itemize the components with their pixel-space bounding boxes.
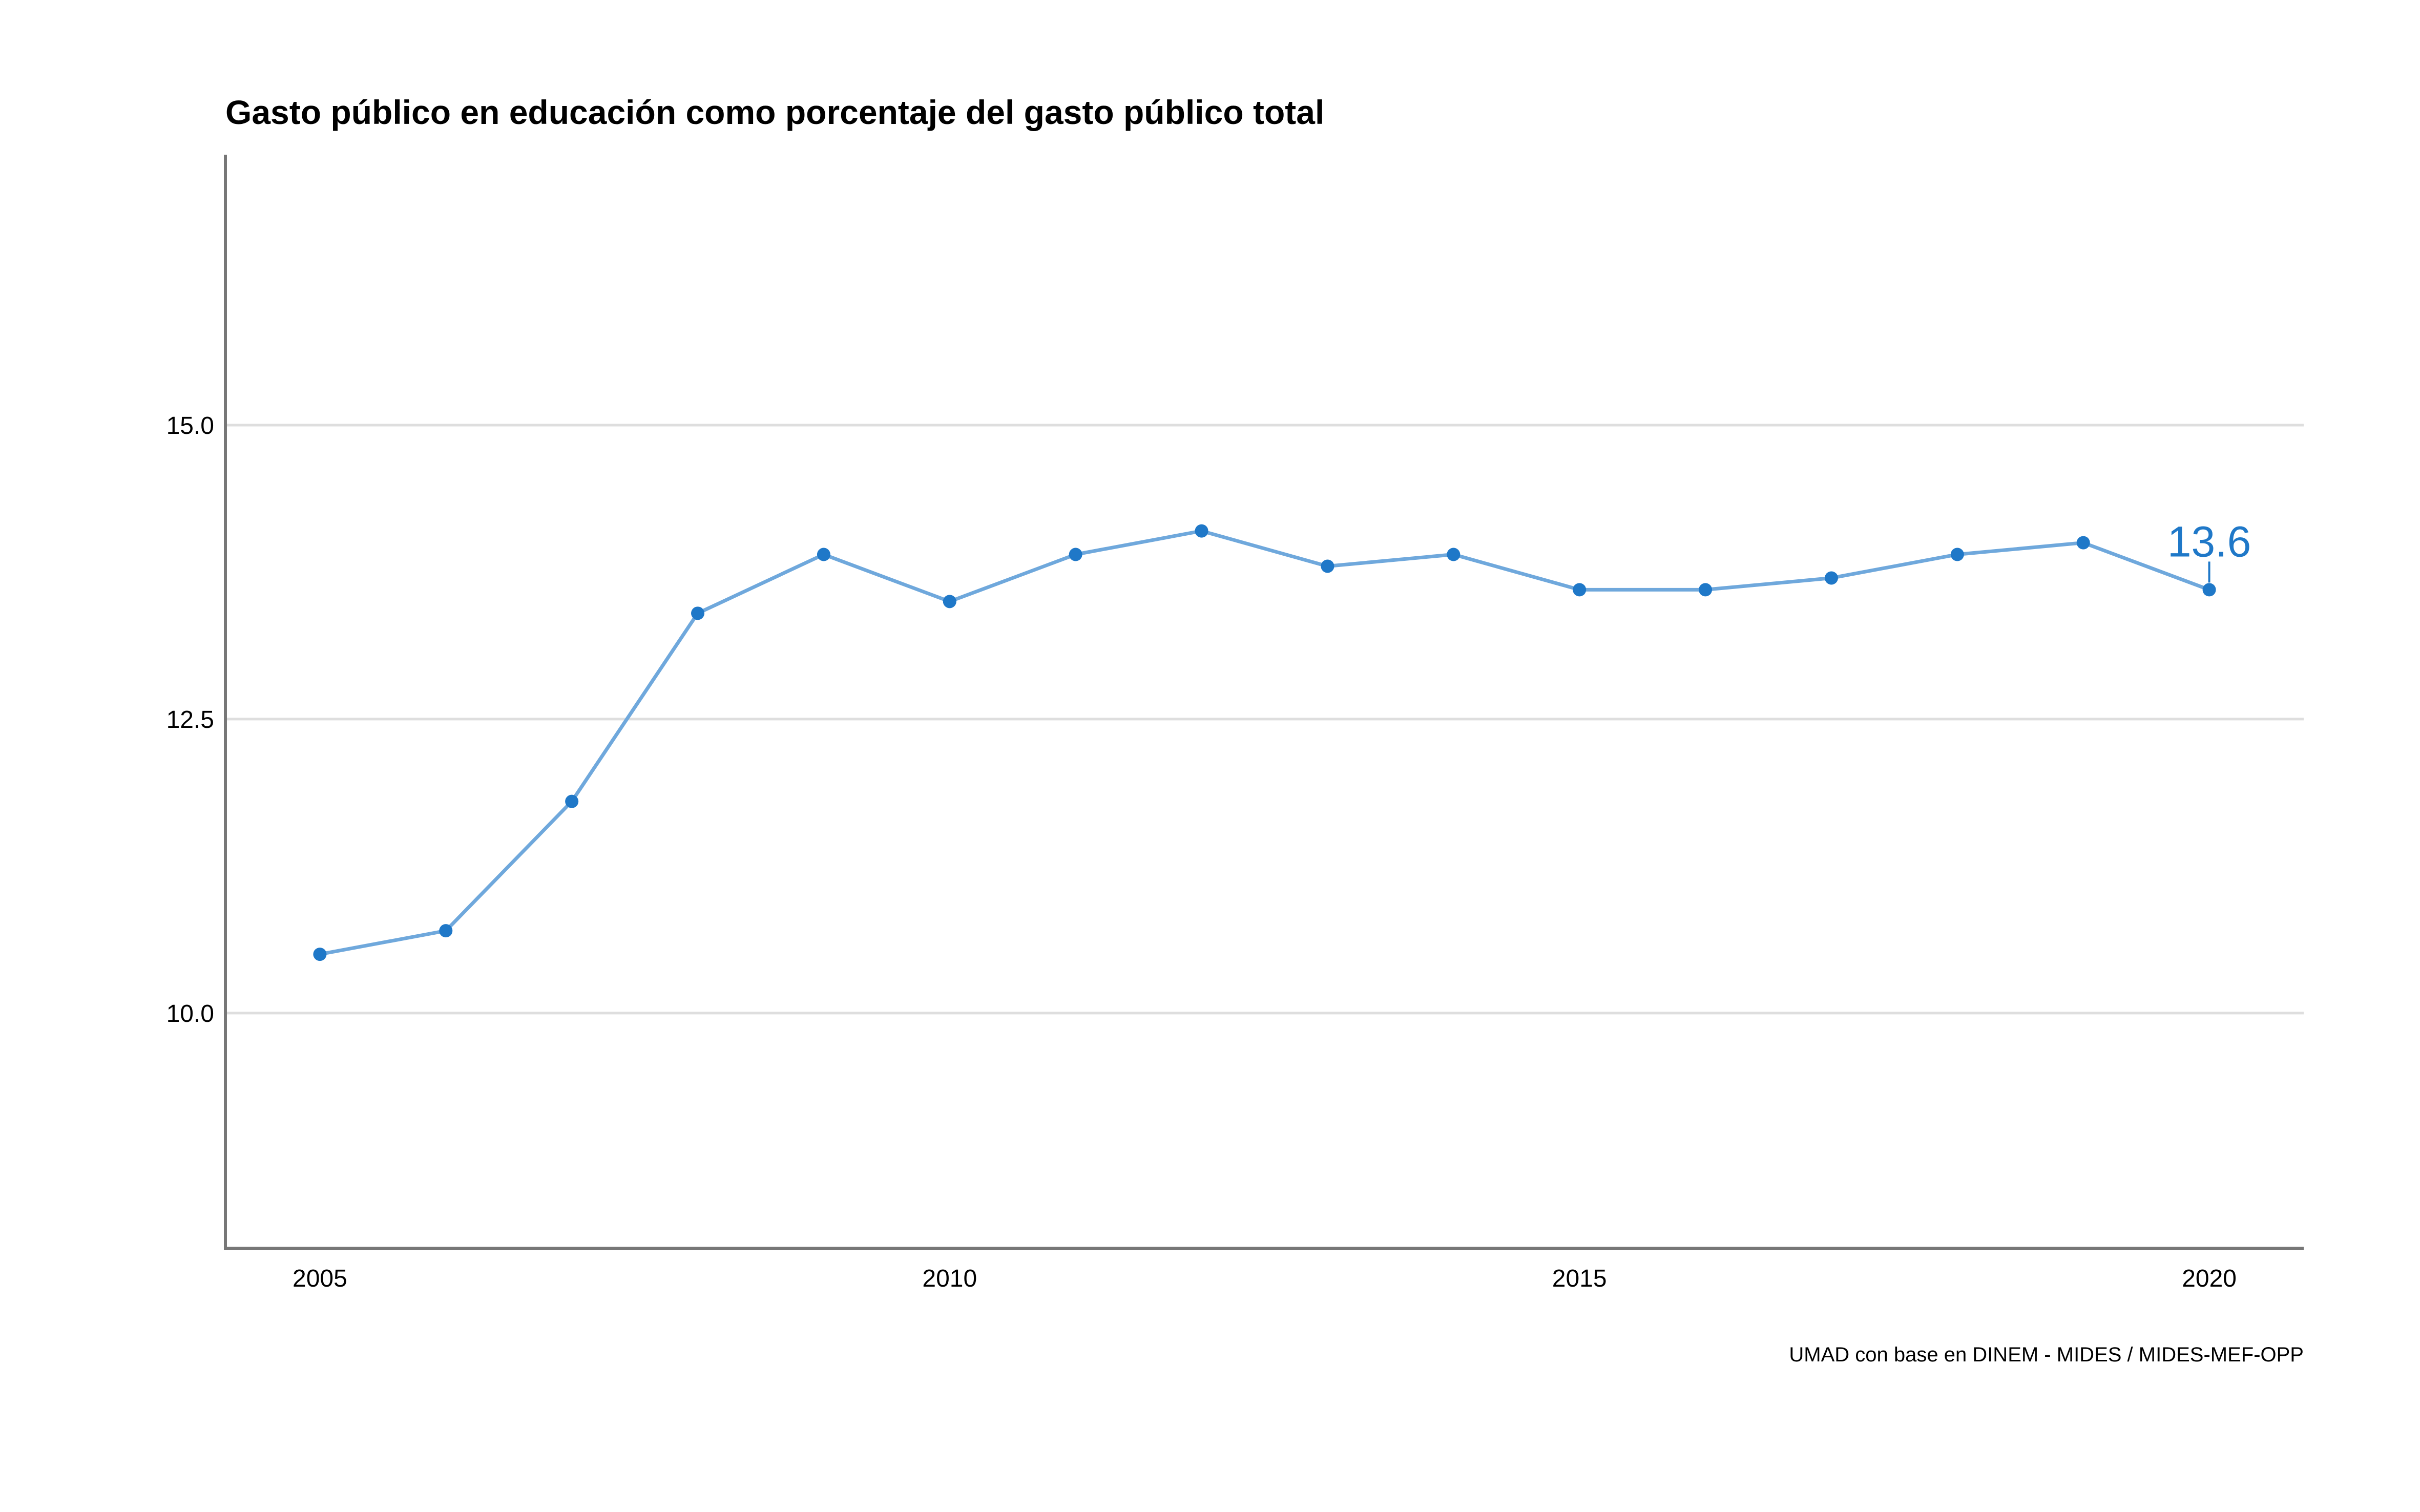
x-tick-labels: 2005 2010 2015 2020	[293, 1265, 2237, 1292]
data-series	[318, 529, 2212, 956]
data-point	[1824, 571, 1838, 585]
data-point	[817, 548, 830, 561]
end-value-label: 13.6	[2167, 517, 2251, 565]
data-point	[2076, 536, 2090, 550]
x-tick-label: 2005	[293, 1265, 347, 1292]
data-point	[2202, 583, 2216, 597]
data-point	[1321, 559, 1334, 573]
y-tick-label: 12.5	[166, 706, 214, 733]
data-points	[313, 524, 2216, 961]
end-annotation: 13.6	[2167, 517, 2251, 583]
data-point	[313, 948, 327, 961]
y-tick-labels: 10.0 12.5 15.0	[166, 412, 214, 1027]
data-point	[439, 924, 453, 938]
data-point	[1573, 583, 1587, 597]
x-tick-label: 2015	[1552, 1265, 1607, 1292]
data-point	[1699, 583, 1713, 597]
x-tick-label: 2020	[2182, 1265, 2237, 1292]
series-line	[318, 529, 2212, 956]
data-point	[943, 595, 956, 608]
axes	[224, 155, 2304, 1250]
y-tick-label: 15.0	[166, 412, 214, 439]
chart-caption: UMAD con base en DINEM - MIDES / MIDES-M…	[1789, 1343, 2304, 1366]
y-tick-label: 10.0	[166, 1000, 214, 1027]
chart-title: Gasto público en educación como porcenta…	[225, 93, 1324, 131]
data-point	[1447, 548, 1461, 561]
data-point	[1069, 548, 1082, 561]
data-point	[691, 606, 705, 620]
x-tick-label: 2010	[922, 1265, 977, 1292]
grid-lines	[225, 424, 2304, 1015]
data-point	[1950, 548, 1964, 561]
data-point	[1195, 524, 1208, 538]
data-point	[565, 794, 579, 808]
